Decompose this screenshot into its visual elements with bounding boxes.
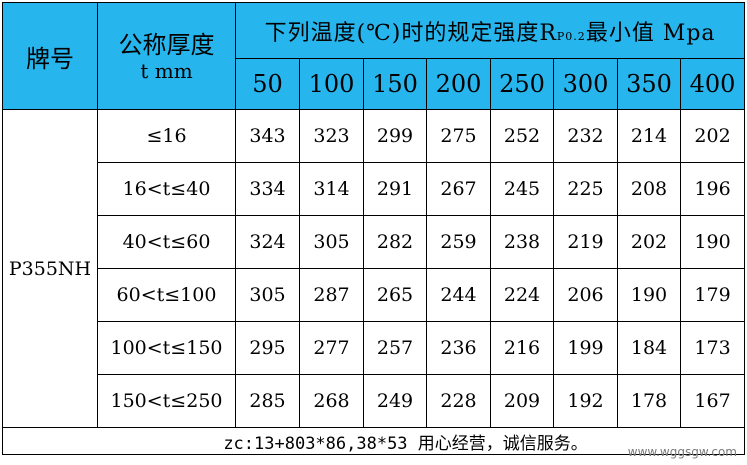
thickness-header: 公称厚度 t mm — [97, 2, 236, 110]
strength-value: 179 — [679, 268, 746, 322]
strength-value: 277 — [299, 321, 364, 375]
strength-value: 228 — [426, 374, 491, 428]
strength-value: 178 — [617, 374, 681, 428]
strength-value: 216 — [490, 321, 554, 375]
table-row: P355NH ≤16 343 323 299 275 252 232 214 2… — [2, 109, 746, 428]
strength-value: 245 — [490, 162, 554, 216]
temp-header: 100 — [299, 58, 364, 110]
thickness-unit: t mm — [140, 59, 193, 83]
strength-value: 190 — [679, 215, 746, 269]
table-row: 100<t≤150 295 277 257 236 216 199 184 17… — [3, 321, 746, 375]
grade-header: 牌号 — [2, 2, 98, 110]
strength-value: 173 — [679, 321, 746, 375]
strength-value: 257 — [363, 321, 427, 375]
strength-value: 192 — [553, 374, 618, 428]
strength-value: 196 — [679, 162, 746, 216]
temp-header: 300 — [553, 58, 618, 110]
strength-value: 167 — [679, 374, 746, 428]
table-row: 150<t≤250 285 268 249 228 209 192 178 16… — [3, 374, 746, 428]
strength-value: 305 — [235, 268, 300, 322]
thickness-range: 100<t≤150 — [97, 321, 236, 375]
strength-value: 184 — [617, 321, 681, 375]
strength-value: 190 — [617, 268, 681, 322]
strength-value: 267 — [426, 162, 491, 216]
strength-value: 265 — [363, 268, 427, 322]
strength-value: 343 — [235, 109, 300, 163]
grade-cell: P355NH — [2, 109, 98, 428]
strength-value: 219 — [553, 215, 618, 269]
strength-value: 314 — [299, 162, 364, 216]
strength-value: 208 — [617, 162, 681, 216]
strength-value: 224 — [490, 268, 554, 322]
strength-title: 下列温度(℃)时的规定强度RP0.2最小值 Mpa — [234, 2, 746, 59]
strength-value: 305 — [299, 215, 364, 269]
header-row-2: 50 100 150 200 250 300 350 400 — [3, 58, 746, 110]
thickness-range: 16<t≤40 — [97, 162, 236, 216]
strength-value: 324 — [235, 215, 300, 269]
strength-value: 287 — [299, 268, 364, 322]
strength-value: 295 — [235, 321, 300, 375]
title-subscript: P0.2 — [556, 29, 586, 43]
strength-value: 299 — [363, 109, 427, 163]
strength-value: 291 — [363, 162, 427, 216]
strength-value: 236 — [426, 321, 491, 375]
strength-value: 285 — [235, 374, 300, 428]
strength-value: 244 — [426, 268, 491, 322]
strength-value: 323 — [299, 109, 364, 163]
strength-value: 206 — [553, 268, 618, 322]
footer-row: zc:13+803*86,38*53 用心经营，诚信服务。 — [1, 427, 746, 455]
strength-value: 232 — [553, 109, 618, 163]
strength-value: 334 — [235, 162, 300, 216]
strength-value: 252 — [490, 109, 554, 163]
strength-value: 259 — [426, 215, 491, 269]
strength-value: 202 — [617, 215, 681, 269]
thickness-range: 40<t≤60 — [97, 215, 236, 269]
strength-table: 牌号 公称厚度 t mm 下列温度(℃)时的规定强度RP0.2最小值 Mpa 5… — [1, 2, 746, 455]
strength-value: 275 — [426, 109, 491, 163]
temp-header: 400 — [679, 58, 746, 110]
strength-value: 238 — [490, 215, 554, 269]
table-row: 40<t≤60 324 305 282 259 238 219 202 190 — [3, 215, 746, 269]
strength-value: 199 — [553, 321, 618, 375]
footer-note: zc:13+803*86,38*53 用心经营，诚信服务。 — [223, 433, 588, 454]
table-row: 60<t≤100 305 287 265 244 224 206 190 179 — [3, 268, 746, 322]
temp-header: 250 — [490, 58, 554, 110]
temp-header: 50 — [235, 58, 300, 110]
temp-header: 150 — [363, 58, 427, 110]
footer-cell: zc:13+803*86,38*53 用心经营，诚信服务。 — [1, 427, 746, 455]
strength-value: 249 — [363, 374, 427, 428]
title-prefix: 下列温度(℃)时的规定强度R — [264, 20, 557, 46]
title-suffix: 最小值 Mpa — [585, 20, 716, 46]
strength-value: 282 — [363, 215, 427, 269]
strength-value: 202 — [679, 109, 746, 163]
strength-value: 268 — [299, 374, 364, 428]
thickness-range: 150<t≤250 — [97, 374, 236, 428]
strength-value: 214 — [617, 109, 681, 163]
temp-header: 350 — [617, 58, 681, 110]
thickness-label: 公称厚度 — [118, 31, 215, 59]
header-row-1: 牌号 公称厚度 t mm 下列温度(℃)时的规定强度RP0.2最小值 Mpa — [2, 2, 746, 110]
table-row: 16<t≤40 334 314 291 267 245 225 208 196 — [3, 162, 746, 216]
watermark: www.wggsgw.com — [627, 445, 737, 459]
temp-header: 200 — [426, 58, 491, 110]
strength-value: 225 — [553, 162, 618, 216]
thickness-range: 60<t≤100 — [97, 268, 236, 322]
thickness-range: ≤16 — [97, 109, 236, 163]
strength-value: 209 — [490, 374, 554, 428]
